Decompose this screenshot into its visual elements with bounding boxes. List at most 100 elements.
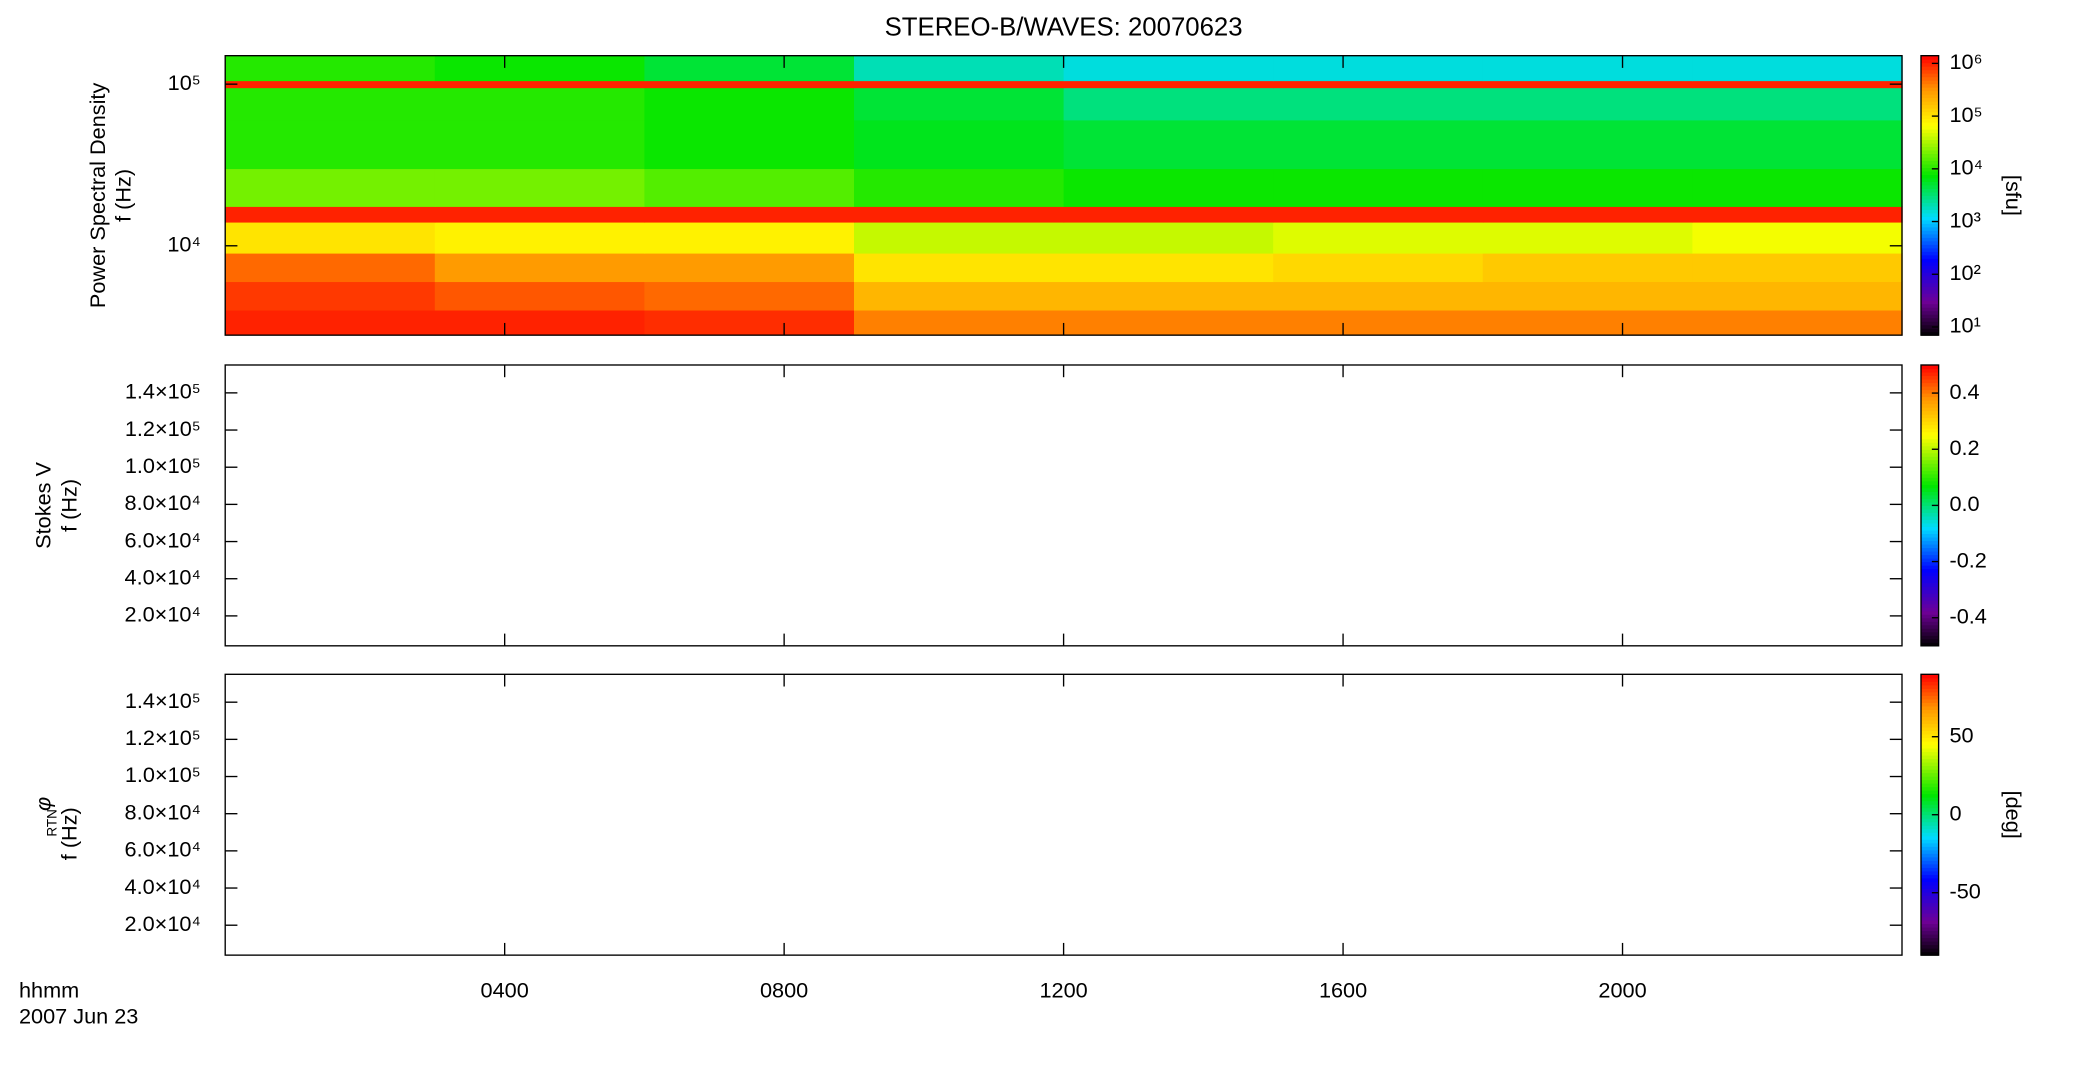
- colorbar-strip: [1920, 751, 1939, 756]
- colorbar-strip: [1920, 167, 1939, 172]
- colorbar-strip: [1920, 150, 1939, 155]
- colorbar-strip: [1920, 779, 1939, 784]
- colorbar-strip: [1920, 909, 1939, 914]
- x-tick-label: 1200: [1039, 977, 1087, 1002]
- colorbar-strip: [1920, 331, 1939, 336]
- heatmap-cell: [1692, 87, 1903, 121]
- plot-frame: [224, 364, 1903, 647]
- colorbar-strip: [1920, 688, 1939, 693]
- colorbar-strip: [1920, 891, 1939, 896]
- colorbar-strip: [1920, 191, 1939, 196]
- heatmap-cell: [1692, 168, 1903, 207]
- y-tick-label: 4.0×10⁴: [125, 874, 201, 899]
- colorbar-strip: [1920, 174, 1939, 179]
- colorbar-strip: [1920, 586, 1939, 591]
- colorbar-strip: [1920, 473, 1939, 478]
- heatmap-cell: [225, 80, 436, 89]
- colorbar-strip: [1920, 642, 1939, 647]
- heatmap-cell: [1063, 87, 1274, 121]
- colorbar-strip: [1920, 684, 1939, 689]
- colorbar-strip: [1920, 944, 1939, 949]
- colorbar-strip: [1920, 487, 1939, 492]
- colorbar-strip: [1920, 80, 1939, 85]
- heatmap-cell: [854, 87, 1065, 121]
- y-tick-label: 1.0×10⁵: [125, 762, 201, 787]
- colorbar-strip: [1920, 372, 1939, 377]
- colorbar-strip: [1920, 396, 1939, 401]
- colorbar-strip: [1920, 314, 1939, 319]
- colorbar-strip: [1920, 748, 1939, 753]
- y-tick-label: 2.0×10⁴: [125, 602, 201, 627]
- heatmap-cell: [434, 310, 646, 336]
- heatmap-cell: [1692, 281, 1903, 311]
- colorbar-strip: [1920, 69, 1939, 74]
- colorbar-strip: [1920, 561, 1939, 566]
- colorbar-strip: [1920, 153, 1939, 158]
- colorbar-strip: [1920, 108, 1939, 113]
- heatmap-cell: [1063, 80, 1274, 89]
- colorbar-strip: [1920, 927, 1939, 932]
- colorbar-strip: [1920, 804, 1939, 809]
- colorbar-strip: [1920, 122, 1939, 127]
- colorbar-strip: [1920, 519, 1939, 524]
- heatmap-cell: [644, 87, 855, 121]
- colorbar-strip: [1920, 445, 1939, 450]
- heatmap-cell: [1063, 253, 1274, 283]
- y-axis-sublabel: f (Hz): [56, 479, 81, 532]
- colorbar-strip: [1920, 726, 1939, 732]
- x-tick-label: 0800: [760, 977, 808, 1002]
- colorbar-strip: [1920, 466, 1939, 471]
- colorbar-strip: [1920, 414, 1939, 419]
- colorbar-strip: [1920, 681, 1939, 686]
- colorbar-strip: [1920, 702, 1939, 707]
- colorbar-strip: [1920, 400, 1939, 405]
- colorbar-strip: [1920, 431, 1939, 436]
- x-axis-label: hhmm: [19, 977, 79, 1002]
- colorbar-strip: [1920, 772, 1939, 777]
- x-tick-label: 2000: [1598, 977, 1646, 1002]
- colorbar-strip: [1920, 76, 1939, 81]
- colorbar-strip: [1920, 596, 1939, 601]
- colorbar-strip: [1920, 638, 1939, 643]
- colorbar-strip: [1920, 94, 1939, 99]
- colorbar-strip: [1920, 544, 1939, 549]
- heatmap-cell: [854, 222, 1065, 254]
- colorbar-strip: [1920, 97, 1939, 102]
- heatmap-cell: [434, 222, 646, 254]
- colorbar-strip: [1920, 303, 1939, 308]
- heatmap-cell: [1692, 310, 1903, 336]
- heatmap-cell: [434, 55, 646, 82]
- heatmap-cell: [644, 80, 855, 89]
- colorbar-strip: [1920, 87, 1939, 92]
- colorbar-strip: [1920, 776, 1939, 781]
- x-tick-label: 1600: [1319, 977, 1367, 1002]
- colorbar-strip: [1920, 181, 1939, 186]
- colorbar-strip: [1920, 941, 1939, 946]
- y-tick-label: 10⁵: [168, 70, 201, 95]
- colorbar-strip: [1920, 582, 1939, 587]
- colorbar-strip: [1920, 621, 1939, 626]
- colorbar-strip: [1920, 916, 1939, 921]
- colorbar-strip: [1920, 677, 1939, 682]
- heatmap-cell: [644, 206, 855, 223]
- colorbar-tick-label: 50: [1949, 722, 1973, 747]
- colorbar-strip: [1920, 456, 1939, 461]
- y-tick-label: 10⁴: [167, 232, 200, 257]
- colorbar-strip: [1920, 853, 1939, 858]
- y-tick-label: 6.0×10⁴: [125, 527, 201, 552]
- heatmap-cell: [854, 55, 1065, 82]
- colorbar-strip: [1920, 874, 1939, 879]
- colorbar-strip: [1920, 814, 1939, 819]
- colorbar-strip: [1920, 526, 1939, 531]
- heatmap-cell: [1273, 87, 1484, 121]
- heatmap-cell: [225, 310, 436, 336]
- colorbar-strip: [1920, 90, 1939, 95]
- colorbar-strip: [1920, 279, 1939, 284]
- heatmap-cell: [644, 55, 855, 82]
- colorbar-strip: [1920, 244, 1939, 249]
- colorbar-strip: [1920, 184, 1939, 189]
- colorbar-strip: [1920, 951, 1939, 956]
- colorbar-strip: [1920, 317, 1939, 322]
- x-tick-label: 0400: [481, 977, 529, 1002]
